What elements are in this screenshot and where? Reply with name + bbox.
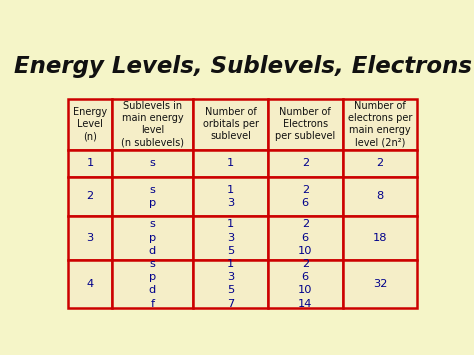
Bar	[68, 99, 112, 150]
Text: 18: 18	[373, 233, 387, 243]
Text: Number of
orbitals per
sublevel: Number of orbitals per sublevel	[202, 107, 258, 141]
Text: s: s	[149, 158, 155, 169]
Bar	[268, 177, 343, 216]
Text: 1: 1	[227, 158, 234, 169]
Bar	[268, 260, 343, 308]
Bar	[193, 216, 268, 260]
Text: 2: 2	[302, 158, 309, 169]
Text: 1
3: 1 3	[227, 185, 234, 208]
Bar	[193, 150, 268, 177]
Text: Energy Levels, Sublevels, Electrons: Energy Levels, Sublevels, Electrons	[14, 55, 472, 78]
Bar	[193, 99, 268, 150]
Bar	[343, 216, 418, 260]
Bar	[268, 216, 343, 260]
Bar	[68, 150, 112, 177]
Text: 2
6: 2 6	[302, 185, 309, 208]
Bar	[68, 216, 112, 260]
Text: Number of
electrons per
main energy
level (2n²): Number of electrons per main energy leve…	[348, 101, 412, 147]
Bar	[343, 260, 418, 308]
Bar	[112, 216, 193, 260]
Text: 4: 4	[87, 279, 94, 289]
Text: 2: 2	[376, 158, 383, 169]
Bar	[343, 150, 418, 177]
Text: s
p: s p	[149, 185, 156, 208]
Bar	[193, 260, 268, 308]
Text: 3: 3	[86, 233, 94, 243]
Text: 1
3
5
7: 1 3 5 7	[227, 259, 234, 308]
Bar	[343, 99, 418, 150]
Bar	[268, 150, 343, 177]
Bar	[68, 177, 112, 216]
Bar	[268, 99, 343, 150]
Bar	[112, 99, 193, 150]
Text: 32: 32	[373, 279, 387, 289]
Bar	[193, 177, 268, 216]
Text: 2
6
10
14: 2 6 10 14	[298, 259, 312, 308]
Bar	[112, 177, 193, 216]
Bar	[68, 260, 112, 308]
Text: 2: 2	[87, 191, 94, 201]
Text: 8: 8	[376, 191, 383, 201]
Text: Energy
Level
(n): Energy Level (n)	[73, 107, 107, 141]
Text: 1: 1	[86, 158, 94, 169]
Text: s
p
d
f: s p d f	[149, 259, 156, 308]
Text: 1
3
5: 1 3 5	[227, 219, 234, 256]
Text: s
p
d: s p d	[149, 219, 156, 256]
Bar	[112, 260, 193, 308]
Bar	[343, 177, 418, 216]
Text: Number of
Electrons
per sublevel: Number of Electrons per sublevel	[275, 107, 336, 141]
Text: 2
6
10: 2 6 10	[298, 219, 312, 256]
Bar	[112, 150, 193, 177]
Text: Sublevels in
main energy
level
(n sublevels): Sublevels in main energy level (n sublev…	[121, 101, 184, 147]
